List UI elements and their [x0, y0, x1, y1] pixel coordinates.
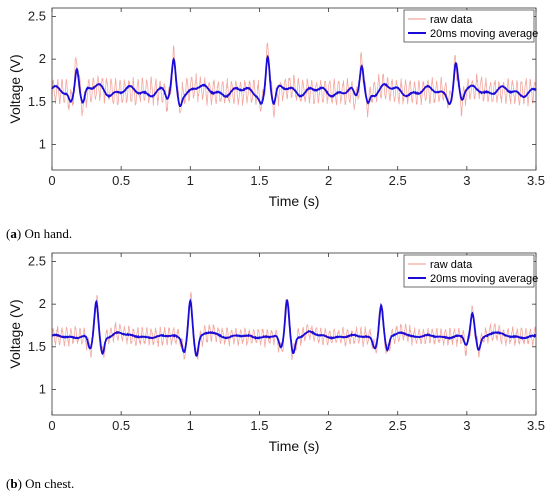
moving-average-series: [51, 298, 537, 357]
caption-text: On hand.: [24, 226, 73, 241]
legend-label-raw: raw data: [430, 259, 473, 271]
y-tick-label: 1.5: [28, 94, 46, 109]
legend-label-raw: raw data: [430, 14, 473, 26]
y-tick-label: 2.5: [28, 254, 46, 269]
x-tick-label: 2: [325, 173, 332, 188]
chart-panel-on-hand: 0 0.5 1 1.5 2 2.5 3 3.5 1 1.5 2 2.5 Time (s) Voltage …: [7, 7, 545, 209]
y-axis-title: Voltage (V): [7, 299, 23, 368]
y-axis-title: Voltage (V): [7, 54, 23, 123]
x-tick-label: 0.5: [112, 173, 130, 188]
x-tick-label: 3: [463, 418, 470, 433]
y-tick-label: 1.5: [28, 339, 46, 354]
x-tick-label: 1.5: [250, 418, 268, 433]
legend-box: [403, 254, 535, 288]
y-tick-label: 1: [39, 381, 46, 396]
x-tick-label: 1: [187, 173, 194, 188]
caption-on-hand: (a) On hand.: [6, 226, 73, 241]
legend: raw data 20ms moving average: [403, 9, 538, 43]
x-tick-label: 2.5: [389, 418, 407, 433]
raw-data-series: [51, 41, 537, 118]
moving-average-series: [51, 54, 537, 107]
x-axis-title: Time (s): [269, 438, 320, 454]
raw-data-series: [51, 291, 537, 361]
caption-text: On chest.: [25, 476, 75, 491]
chart-panel-on-chest: 0 0.5 1 1.5 2 2.5 3 3.5 1 1.5 2 2.5 Time (s) Voltage …: [7, 252, 545, 454]
legend: raw data 20ms moving average: [403, 254, 538, 288]
x-tick-label: 0.5: [112, 418, 130, 433]
caption-letter: b: [10, 476, 18, 491]
x-tick-label: 1.5: [250, 173, 268, 188]
caption-letter: a: [10, 226, 17, 241]
x-tick-label: 3: [463, 173, 470, 188]
axes-frame: [51, 7, 537, 171]
y-tick-label: 2: [39, 296, 46, 311]
x-tick-label: 2.5: [389, 173, 407, 188]
y-tick-label: 2.5: [28, 9, 46, 24]
legend-box: [403, 9, 535, 43]
y-tick-label: 1: [39, 136, 46, 151]
legend-label-average: 20ms moving average: [430, 28, 538, 40]
x-tick-label: 3.5: [527, 418, 545, 433]
legend-label-average: 20ms moving average: [430, 273, 538, 285]
y-tick-label: 2: [39, 51, 46, 66]
x-tick-label: 0: [48, 173, 55, 188]
caption-on-chest: (b) On chest.: [6, 476, 75, 491]
x-tick-label: 0: [48, 418, 55, 433]
x-tick-label: 3.5: [527, 173, 545, 188]
x-axis-title: Time (s): [269, 193, 320, 209]
axes-frame: [51, 252, 537, 416]
x-tick-label: 2: [325, 418, 332, 433]
x-tick-label: 1: [187, 418, 194, 433]
